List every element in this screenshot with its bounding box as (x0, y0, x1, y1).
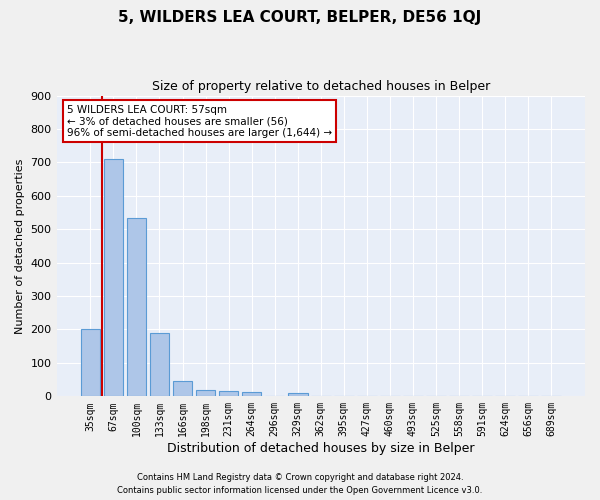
Y-axis label: Number of detached properties: Number of detached properties (15, 158, 25, 334)
Bar (104, 159, 123, 396)
Text: Contains HM Land Registry data © Crown copyright and database right 2024.
Contai: Contains HM Land Registry data © Crown c… (118, 474, 482, 495)
Text: 5, WILDERS LEA COURT, BELPER, DE56 1QJ: 5, WILDERS LEA COURT, BELPER, DE56 1QJ (118, 10, 482, 25)
Bar (288, 393, 308, 396)
Bar (127, 218, 146, 396)
X-axis label: Distribution of detached houses by size in Belper: Distribution of detached houses by size … (167, 442, 475, 455)
Bar (242, 392, 262, 396)
Bar (196, 390, 215, 396)
Title: Size of property relative to detached houses in Belper: Size of property relative to detached ho… (152, 80, 490, 93)
Bar (80, 330, 100, 396)
Bar (149, 333, 169, 396)
Bar (219, 392, 238, 396)
Bar (173, 380, 193, 396)
Text: 5 WILDERS LEA COURT: 57sqm
← 3% of detached houses are smaller (56)
96% of semi-: 5 WILDERS LEA COURT: 57sqm ← 3% of detac… (67, 104, 332, 138)
